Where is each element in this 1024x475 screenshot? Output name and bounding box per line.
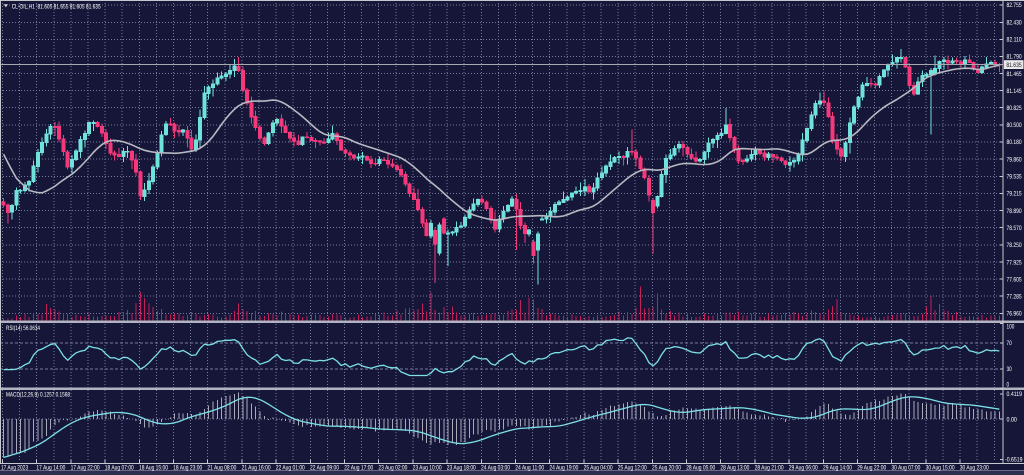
svg-text:82.110: 82.110: [1007, 37, 1023, 44]
svg-text:-0.6519: -0.6519: [1005, 457, 1023, 464]
svg-text:77.285: 77.285: [1007, 293, 1023, 300]
svg-text:21 Aug 16:00: 21 Aug 16:00: [242, 464, 271, 471]
svg-text:76.960: 76.960: [1007, 311, 1023, 318]
svg-text:79.860: 79.860: [1007, 156, 1023, 163]
svg-text:0.00: 0.00: [1007, 416, 1018, 423]
svg-text:17 Aug 22:00: 17 Aug 22:00: [71, 464, 100, 471]
svg-text:25 Aug 12:00: 25 Aug 12:00: [618, 464, 647, 471]
svg-text:22 Aug 17:00: 22 Aug 17:00: [344, 464, 373, 471]
svg-text:18 Aug 15:00: 18 Aug 15:00: [139, 464, 168, 471]
svg-text:24 Aug 03:00: 24 Aug 03:00: [481, 464, 510, 471]
svg-text:81.145: 81.145: [1007, 88, 1023, 95]
svg-text:RSI(14) 56.0634: RSI(14) 56.0634: [6, 325, 40, 332]
svg-text:28 Aug 13:00: 28 Aug 13:00: [720, 464, 749, 471]
svg-text:30: 30: [1007, 366, 1013, 373]
svg-text:17 Aug 14:00: 17 Aug 14:00: [36, 464, 65, 471]
svg-text:18 Aug 23:00: 18 Aug 23:00: [173, 464, 202, 471]
svg-text:80.500: 80.500: [1007, 122, 1023, 129]
svg-text:78.250: 78.250: [1007, 242, 1023, 249]
svg-text:0: 0: [1007, 381, 1010, 388]
svg-text:17 Aug 2023: 17 Aug 2023: [1, 464, 28, 471]
svg-text:MACD(12,26,9) 0.1257 0.1568: MACD(12,26,9) 0.1257 0.1568: [6, 392, 70, 399]
svg-text:79.535: 79.535: [1007, 174, 1023, 181]
svg-text:79.215: 79.215: [1007, 191, 1023, 198]
svg-text:82.430: 82.430: [1007, 20, 1023, 27]
svg-text:28 Aug 21:00: 28 Aug 21:00: [755, 464, 784, 471]
svg-text:81.790: 81.790: [1007, 54, 1023, 61]
svg-text:30 Aug 23:00: 30 Aug 23:00: [960, 464, 989, 471]
svg-text:30 Aug 07:00: 30 Aug 07:00: [891, 464, 920, 471]
svg-text:80.180: 80.180: [1007, 139, 1023, 146]
svg-text:29 Aug 06:00: 29 Aug 06:00: [789, 464, 818, 471]
svg-text:78.570: 78.570: [1007, 225, 1023, 232]
svg-text:30 Aug 15:00: 30 Aug 15:00: [926, 464, 955, 471]
svg-text:25 Aug 20:00: 25 Aug 20:00: [652, 464, 681, 471]
svg-text:21 Aug 08:00: 21 Aug 08:00: [207, 464, 236, 471]
svg-text:77.925: 77.925: [1007, 259, 1023, 266]
svg-text:22 Aug 01:00: 22 Aug 01:00: [276, 464, 305, 471]
svg-text:25 Aug 04:00: 25 Aug 04:00: [584, 464, 613, 471]
svg-text:81.465: 81.465: [1007, 71, 1023, 78]
svg-text:23 Aug 10:00: 23 Aug 10:00: [413, 464, 442, 471]
svg-text:29 Aug 22:00: 29 Aug 22:00: [857, 464, 886, 471]
svg-text:29 Aug 14:00: 29 Aug 14:00: [823, 464, 852, 471]
svg-text:70: 70: [1007, 340, 1013, 347]
svg-text:23 Aug 18:00: 23 Aug 18:00: [447, 464, 476, 471]
svg-text:80.825: 80.825: [1007, 105, 1023, 112]
svg-text:0.4119: 0.4119: [1007, 391, 1023, 398]
svg-text:22 Aug 09:00: 22 Aug 09:00: [310, 464, 339, 471]
svg-text:24 Aug 11:00: 24 Aug 11:00: [515, 464, 544, 471]
svg-text:CL-OIL,H1 81.605 81.655 81.60: CL-OIL,H1 81.605 81.655 81.605 81.635: [12, 3, 101, 10]
svg-text:18 Aug 07:00: 18 Aug 07:00: [105, 464, 134, 471]
svg-text:81.635: 81.635: [1006, 62, 1022, 69]
svg-text:82.755: 82.755: [1007, 2, 1023, 9]
svg-text:23 Aug 02:00: 23 Aug 02:00: [378, 464, 407, 471]
svg-text:24 Aug 19:00: 24 Aug 19:00: [549, 464, 578, 471]
svg-text:78.890: 78.890: [1007, 208, 1023, 215]
svg-text:28 Aug 05:00: 28 Aug 05:00: [686, 464, 715, 471]
svg-text:77.605: 77.605: [1007, 276, 1023, 283]
svg-text:100: 100: [1007, 324, 1015, 331]
